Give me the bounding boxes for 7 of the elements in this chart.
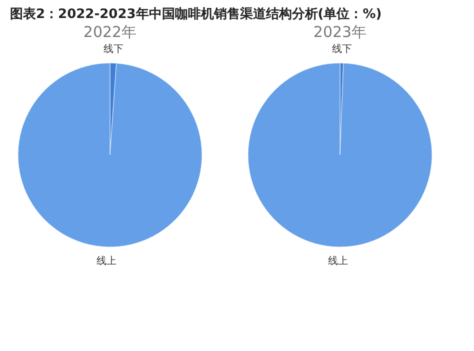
slice-label: 2022年 <box>83 23 137 42</box>
slice-label: 线上 <box>96 254 116 267</box>
slice-label: 线下 <box>104 43 124 56</box>
category-label: 线下 <box>332 44 352 56</box>
slice-label: 2023年 <box>313 23 367 42</box>
category-label: 线上 <box>328 256 348 267</box>
chart-title: 图表2：2022-2023年中国咖啡机销售渠道结构分析(单位：%) <box>10 6 382 22</box>
